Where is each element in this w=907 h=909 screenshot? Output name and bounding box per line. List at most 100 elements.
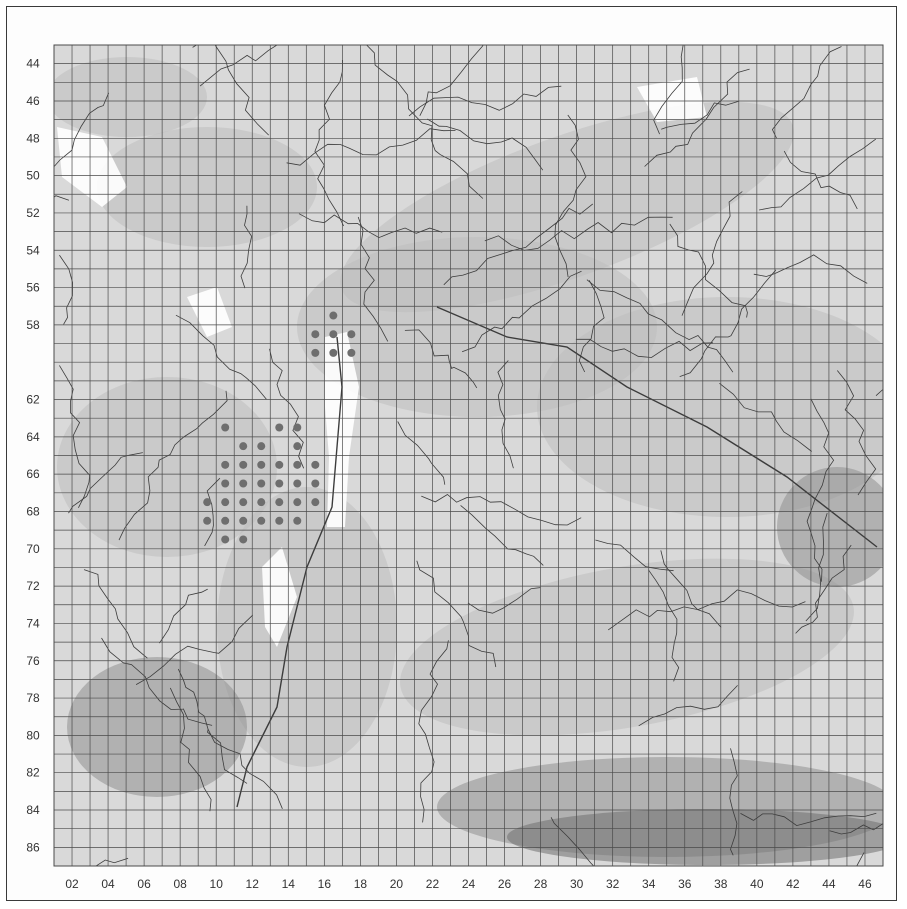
river — [240, 205, 253, 289]
river — [575, 338, 714, 358]
river — [404, 329, 478, 389]
x-grid-label: 42 — [786, 877, 800, 891]
occurrence-point — [257, 498, 266, 507]
river — [416, 560, 497, 668]
x-grid-label: 40 — [750, 877, 764, 891]
x-grid-label: 12 — [246, 877, 260, 891]
river — [669, 223, 748, 318]
x-grid-label: 46 — [858, 877, 872, 891]
river — [586, 279, 734, 373]
y-grid-label: 72 — [26, 579, 40, 593]
river — [421, 494, 582, 526]
river — [836, 370, 877, 496]
river — [660, 550, 722, 628]
x-grid-label: 30 — [570, 877, 584, 891]
occurrence-point — [221, 460, 230, 469]
river — [497, 360, 514, 469]
y-grid-label: 54 — [26, 243, 40, 257]
x-grid-label: 24 — [462, 877, 476, 891]
occurrence-point — [257, 516, 266, 525]
river — [204, 477, 221, 547]
river — [54, 92, 110, 168]
river — [759, 138, 877, 211]
occurrence-point — [239, 498, 248, 507]
map-frame: 44 46 48 50 52 54 56 58 62 64 66 68 70 72 74 76 78 80 82 84… — [6, 6, 897, 901]
river — [419, 45, 484, 116]
occurrence-point — [257, 442, 266, 451]
river — [806, 398, 835, 582]
relief-area — [777, 467, 883, 587]
river — [118, 390, 228, 541]
river — [169, 687, 212, 812]
river — [653, 45, 684, 135]
river — [467, 587, 541, 614]
occurrence-point — [221, 479, 230, 488]
river — [408, 85, 562, 117]
x-grid-label: 08 — [173, 877, 187, 891]
occurrence-point — [311, 330, 320, 339]
occurrence-point — [293, 460, 302, 469]
y-grid-label: 50 — [26, 169, 40, 183]
river — [366, 45, 484, 199]
occurrence-point — [239, 516, 248, 525]
y-grid-label: 68 — [26, 504, 40, 518]
river — [175, 314, 267, 400]
river — [638, 685, 738, 727]
y-grid-label: 76 — [26, 654, 40, 668]
occurrence-point — [239, 442, 248, 451]
x-grid-label: 26 — [498, 877, 512, 891]
river — [554, 114, 587, 278]
occurrence-point — [275, 479, 284, 488]
river-main — [436, 306, 878, 548]
river — [681, 191, 743, 316]
occurrence-point — [257, 460, 266, 469]
y-grid-label: 64 — [26, 430, 40, 444]
x-grid-label: 36 — [678, 877, 692, 891]
x-grid-labels: 02 04 06 08 10 12 14 16 18 20 22 24 26 28 30 32 34 36 38 40… — [65, 877, 872, 891]
river — [661, 100, 739, 130]
occurrence-point — [311, 348, 320, 357]
occurrence-point — [311, 479, 320, 488]
occurrence-point — [293, 516, 302, 525]
y-grid-label: 80 — [26, 728, 40, 742]
x-grid-label: 10 — [210, 877, 224, 891]
x-grid-label: 34 — [642, 877, 656, 891]
occurrence-point — [329, 330, 338, 339]
occurrence-point — [311, 498, 320, 507]
occurrence-point — [311, 460, 320, 469]
occurrence-point — [203, 498, 212, 507]
occurrence-point — [275, 516, 284, 525]
relief-area — [507, 809, 883, 865]
x-grid-label: 18 — [354, 877, 368, 891]
y-grid-label: 86 — [26, 840, 40, 854]
x-grid-label: 28 — [534, 877, 548, 891]
river — [199, 45, 278, 87]
river — [679, 269, 777, 377]
y-grid-label: 52 — [26, 206, 40, 220]
river — [418, 640, 449, 823]
y-grid-labels: 44 46 48 50 52 54 56 58 62 64 66 68 70 72 74 76 78 80 82 84… — [26, 57, 40, 855]
x-grid-label: 38 — [714, 877, 728, 891]
relief-area — [54, 57, 207, 137]
y-grid-label: 70 — [26, 542, 40, 556]
y-grid-label: 82 — [26, 766, 40, 780]
x-grid-label: 14 — [282, 877, 296, 891]
x-grid-label: 20 — [390, 877, 404, 891]
occurrence-point — [329, 311, 338, 320]
river — [729, 748, 738, 856]
y-grid-label: 48 — [26, 131, 40, 145]
x-grid-label: 02 — [65, 877, 79, 891]
y-grid-label: 58 — [26, 318, 40, 332]
occurrence-point — [239, 460, 248, 469]
y-grid-label: 56 — [26, 281, 40, 295]
occurrence-point — [275, 423, 284, 432]
occurrence-point — [239, 535, 248, 544]
distribution-map: 44 46 48 50 52 54 56 58 62 64 66 68 70 72 74 76 78 80 82 84… — [26, 44, 884, 891]
river — [59, 365, 91, 508]
river-main — [236, 336, 343, 808]
river — [397, 421, 446, 485]
river — [192, 45, 198, 48]
occurrence-point — [293, 498, 302, 507]
occurrence-point — [347, 330, 356, 339]
river — [795, 544, 852, 634]
